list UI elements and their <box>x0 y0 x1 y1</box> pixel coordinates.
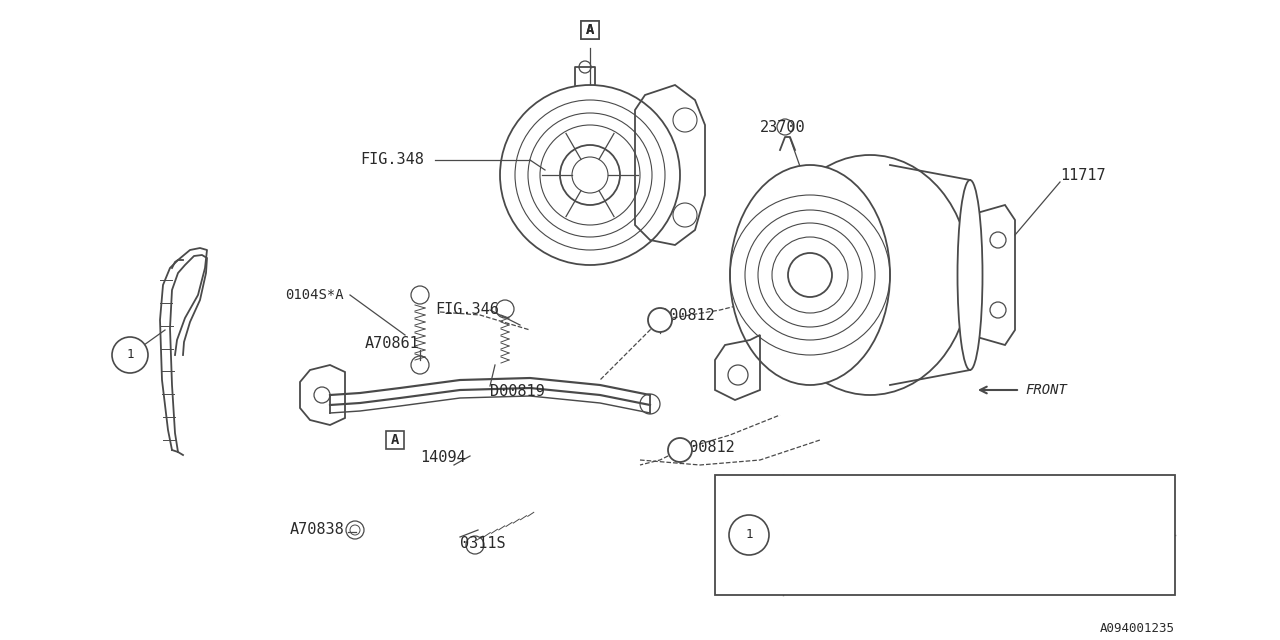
Text: 1: 1 <box>127 349 133 362</box>
Circle shape <box>579 61 591 73</box>
Text: A: A <box>586 23 594 37</box>
Bar <box>581 21 599 39</box>
Text: K21843（-'12MY1107）: K21843（-'12MY1107） <box>794 558 943 572</box>
Circle shape <box>561 145 620 205</box>
Bar <box>387 431 404 449</box>
Text: A70838: A70838 <box>291 522 344 538</box>
Text: FIG.348: FIG.348 <box>360 152 424 168</box>
Text: A70861: A70861 <box>365 335 420 351</box>
Text: 23700: 23700 <box>760 120 805 136</box>
Circle shape <box>648 308 672 332</box>
Text: D00812: D00812 <box>660 307 714 323</box>
Circle shape <box>113 337 148 373</box>
Text: A: A <box>586 23 594 37</box>
Bar <box>581 21 599 39</box>
Text: D00812: D00812 <box>680 440 735 456</box>
Circle shape <box>788 253 832 297</box>
Text: A094001235: A094001235 <box>1100 621 1175 634</box>
Ellipse shape <box>957 180 983 370</box>
Text: 1: 1 <box>745 529 753 541</box>
Text: D00819: D00819 <box>490 385 545 399</box>
Text: 0311S: 0311S <box>460 536 506 550</box>
Bar <box>716 475 1175 595</box>
Text: K21845（'12MY1107-）: K21845（'12MY1107-） <box>794 498 943 512</box>
Text: FIG.346: FIG.346 <box>435 303 499 317</box>
Text: A: A <box>390 433 399 447</box>
Text: 14094: 14094 <box>420 451 466 465</box>
Circle shape <box>668 438 692 462</box>
Ellipse shape <box>730 165 890 385</box>
Text: 0104S*A: 0104S*A <box>285 288 343 302</box>
Text: FRONT: FRONT <box>1025 383 1066 397</box>
Circle shape <box>730 515 769 555</box>
Text: 11717: 11717 <box>1060 168 1106 182</box>
